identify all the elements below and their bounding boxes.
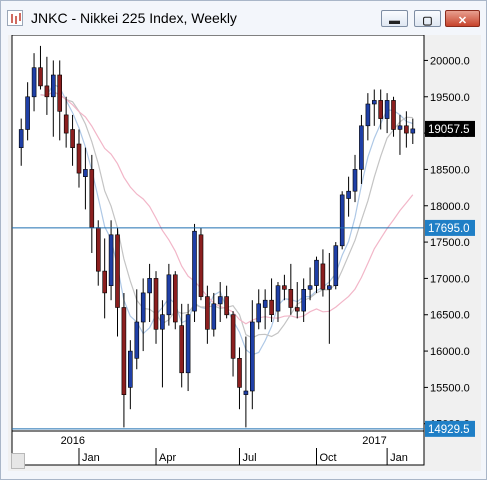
year-label: 2017 bbox=[362, 435, 386, 447]
candle-body[interactable] bbox=[339, 194, 345, 247]
candle-body[interactable] bbox=[140, 292, 146, 323]
candle-body[interactable] bbox=[391, 100, 396, 130]
candle-body[interactable] bbox=[404, 125, 409, 134]
candle-body[interactable] bbox=[185, 314, 191, 374]
candle-body[interactable] bbox=[89, 169, 95, 228]
candle-body[interactable] bbox=[320, 263, 326, 290]
candle-body[interactable] bbox=[108, 234, 114, 287]
candle-body[interactable] bbox=[333, 245, 339, 286]
price-tag[interactable] bbox=[425, 120, 475, 137]
window-title: JNKC - Nikkei 225 Index, Weekly bbox=[31, 10, 237, 26]
candle-body[interactable] bbox=[134, 321, 140, 359]
year-label: 2016 bbox=[61, 435, 85, 447]
candle-body[interactable] bbox=[192, 230, 197, 312]
candle-body[interactable] bbox=[359, 125, 364, 170]
price-tag-label: 19057.5 bbox=[428, 124, 470, 136]
minimize-button[interactable]: ▬ bbox=[381, 10, 408, 27]
candle-body[interactable] bbox=[314, 259, 319, 286]
y-tick-label: 15500.0 bbox=[430, 382, 470, 394]
month-label: Jan bbox=[82, 452, 100, 464]
month-label: Apr bbox=[159, 452, 176, 464]
month-label: Jul bbox=[242, 452, 256, 464]
candle-body[interactable] bbox=[153, 278, 159, 330]
candle-body[interactable] bbox=[70, 129, 75, 149]
candle-body[interactable] bbox=[18, 129, 24, 149]
candle-body[interactable] bbox=[256, 303, 261, 323]
candle-body[interactable] bbox=[57, 74, 63, 112]
title-bar[interactable]: JNKC - Nikkei 225 Index, Weekly ▬ ▢ ✕ bbox=[1, 1, 486, 35]
price-chart[interactable]: 20000.019500.019000.018500.018000.017500… bbox=[8, 35, 481, 471]
y-tick-label: 17500.0 bbox=[430, 237, 470, 249]
price-tag-label: 17695.0 bbox=[428, 223, 470, 235]
month-label: Jan bbox=[390, 452, 408, 464]
candle-body[interactable] bbox=[115, 234, 120, 308]
candle-body[interactable] bbox=[50, 74, 56, 98]
candle-body[interactable] bbox=[83, 169, 88, 177]
close-icon: ✕ bbox=[457, 15, 468, 27]
time-axis bbox=[11, 430, 425, 466]
candle-body[interactable] bbox=[147, 278, 152, 294]
y-tick-label: 18000.0 bbox=[430, 201, 470, 213]
y-tick-label: 17000.0 bbox=[430, 273, 470, 285]
candle-body[interactable] bbox=[346, 190, 351, 199]
minimize-icon: ▬ bbox=[389, 15, 400, 27]
candle-body[interactable] bbox=[410, 128, 416, 134]
candle-body[interactable] bbox=[44, 85, 50, 98]
candle-body[interactable] bbox=[262, 299, 268, 308]
candle-body[interactable] bbox=[230, 314, 236, 359]
candle-body[interactable] bbox=[173, 274, 178, 323]
price-tag[interactable] bbox=[425, 219, 475, 236]
candle-body[interactable] bbox=[243, 390, 249, 395]
candle-body[interactable] bbox=[371, 100, 377, 105]
candle-body[interactable] bbox=[352, 169, 358, 192]
candle-body[interactable] bbox=[378, 100, 384, 119]
candle-body[interactable] bbox=[326, 285, 332, 290]
candle-body[interactable] bbox=[384, 100, 390, 119]
candle-body[interactable] bbox=[301, 289, 307, 312]
candle-body[interactable] bbox=[166, 274, 172, 316]
candle-body[interactable] bbox=[211, 303, 217, 330]
candle-body[interactable] bbox=[269, 299, 274, 316]
close-button[interactable]: ✕ bbox=[445, 10, 480, 27]
y-tick-label: 16000.0 bbox=[430, 346, 470, 358]
candle-body[interactable] bbox=[76, 143, 82, 174]
candle-body[interactable] bbox=[307, 285, 313, 290]
candle-body[interactable] bbox=[38, 67, 43, 87]
y-tick-label: 18500.0 bbox=[430, 164, 470, 176]
y-tick-label: 16500.0 bbox=[430, 310, 470, 322]
candle-body[interactable] bbox=[288, 289, 294, 308]
month-label: Oct bbox=[320, 452, 337, 464]
candle-body[interactable] bbox=[198, 234, 204, 297]
candle-body[interactable] bbox=[275, 285, 281, 312]
chart-scroll-thumb[interactable] bbox=[11, 453, 25, 469]
candle-body[interactable] bbox=[128, 350, 133, 388]
candle-body[interactable] bbox=[294, 307, 300, 312]
maximize-button[interactable]: ▢ bbox=[414, 10, 441, 27]
price-tag-label: 14929.5 bbox=[428, 424, 470, 436]
y-tick-label: 20000.0 bbox=[430, 55, 470, 67]
y-tick-label: 19500.0 bbox=[430, 92, 470, 104]
maximize-icon: ▢ bbox=[422, 15, 433, 27]
candle-body[interactable] bbox=[179, 325, 184, 374]
candle-body[interactable] bbox=[121, 307, 127, 395]
candle-body[interactable] bbox=[365, 103, 371, 127]
candle-body[interactable] bbox=[96, 227, 101, 272]
candle-body[interactable] bbox=[205, 296, 210, 330]
candle-body[interactable] bbox=[237, 357, 242, 388]
candle-body[interactable] bbox=[31, 67, 37, 98]
candle-body[interactable] bbox=[250, 321, 255, 392]
plot-area[interactable] bbox=[11, 35, 425, 432]
candle-body[interactable] bbox=[160, 314, 165, 330]
candle-body[interactable] bbox=[217, 296, 223, 305]
candle-body[interactable] bbox=[282, 285, 287, 290]
candle-body[interactable] bbox=[25, 96, 30, 130]
chart-app-icon[interactable] bbox=[7, 10, 23, 26]
candle-body[interactable] bbox=[102, 270, 107, 294]
candle-body[interactable] bbox=[63, 114, 69, 134]
price-tag[interactable] bbox=[425, 420, 475, 437]
chart-frame: 20000.019500.019000.018500.018000.017500… bbox=[8, 35, 481, 471]
candle-body[interactable] bbox=[224, 296, 229, 316]
candle-body[interactable] bbox=[397, 125, 403, 130]
